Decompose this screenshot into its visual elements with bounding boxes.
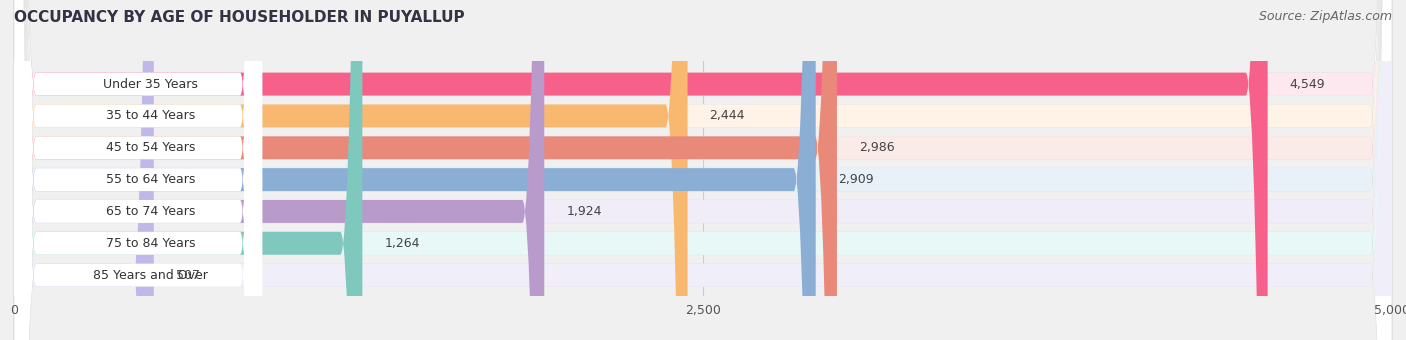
Text: 45 to 54 Years: 45 to 54 Years xyxy=(105,141,195,154)
FancyBboxPatch shape xyxy=(14,0,262,340)
FancyBboxPatch shape xyxy=(14,0,1392,340)
Text: 4,549: 4,549 xyxy=(1289,78,1326,91)
FancyBboxPatch shape xyxy=(14,0,1392,340)
FancyBboxPatch shape xyxy=(14,0,1392,340)
Text: 65 to 74 Years: 65 to 74 Years xyxy=(105,205,195,218)
FancyBboxPatch shape xyxy=(14,0,363,340)
Text: 2,986: 2,986 xyxy=(859,141,894,154)
FancyBboxPatch shape xyxy=(14,0,262,340)
FancyBboxPatch shape xyxy=(14,0,1392,340)
FancyBboxPatch shape xyxy=(14,0,1392,340)
FancyBboxPatch shape xyxy=(14,0,837,340)
FancyBboxPatch shape xyxy=(14,0,688,340)
FancyBboxPatch shape xyxy=(14,0,262,340)
FancyBboxPatch shape xyxy=(14,0,1392,340)
Text: 85 Years and Over: 85 Years and Over xyxy=(93,269,208,282)
Text: 2,909: 2,909 xyxy=(838,173,873,186)
FancyBboxPatch shape xyxy=(14,0,1392,340)
FancyBboxPatch shape xyxy=(14,0,1268,340)
Text: 2,444: 2,444 xyxy=(710,109,745,122)
FancyBboxPatch shape xyxy=(14,0,1392,340)
FancyBboxPatch shape xyxy=(14,0,262,340)
Text: 35 to 44 Years: 35 to 44 Years xyxy=(105,109,195,122)
Text: Source: ZipAtlas.com: Source: ZipAtlas.com xyxy=(1258,10,1392,23)
FancyBboxPatch shape xyxy=(14,0,1392,340)
FancyBboxPatch shape xyxy=(14,0,1392,340)
FancyBboxPatch shape xyxy=(14,0,1392,340)
FancyBboxPatch shape xyxy=(14,0,1392,340)
FancyBboxPatch shape xyxy=(14,0,262,340)
Text: 55 to 64 Years: 55 to 64 Years xyxy=(105,173,195,186)
Text: 75 to 84 Years: 75 to 84 Years xyxy=(105,237,195,250)
Text: OCCUPANCY BY AGE OF HOUSEHOLDER IN PUYALLUP: OCCUPANCY BY AGE OF HOUSEHOLDER IN PUYAL… xyxy=(14,10,465,25)
FancyBboxPatch shape xyxy=(14,0,262,340)
FancyBboxPatch shape xyxy=(14,0,262,340)
FancyBboxPatch shape xyxy=(14,0,153,340)
Text: 1,924: 1,924 xyxy=(567,205,602,218)
FancyBboxPatch shape xyxy=(14,0,815,340)
Text: Under 35 Years: Under 35 Years xyxy=(103,78,198,91)
FancyBboxPatch shape xyxy=(14,0,1392,340)
Text: 507: 507 xyxy=(176,269,200,282)
FancyBboxPatch shape xyxy=(14,0,544,340)
Text: 1,264: 1,264 xyxy=(384,237,420,250)
FancyBboxPatch shape xyxy=(14,0,1392,340)
